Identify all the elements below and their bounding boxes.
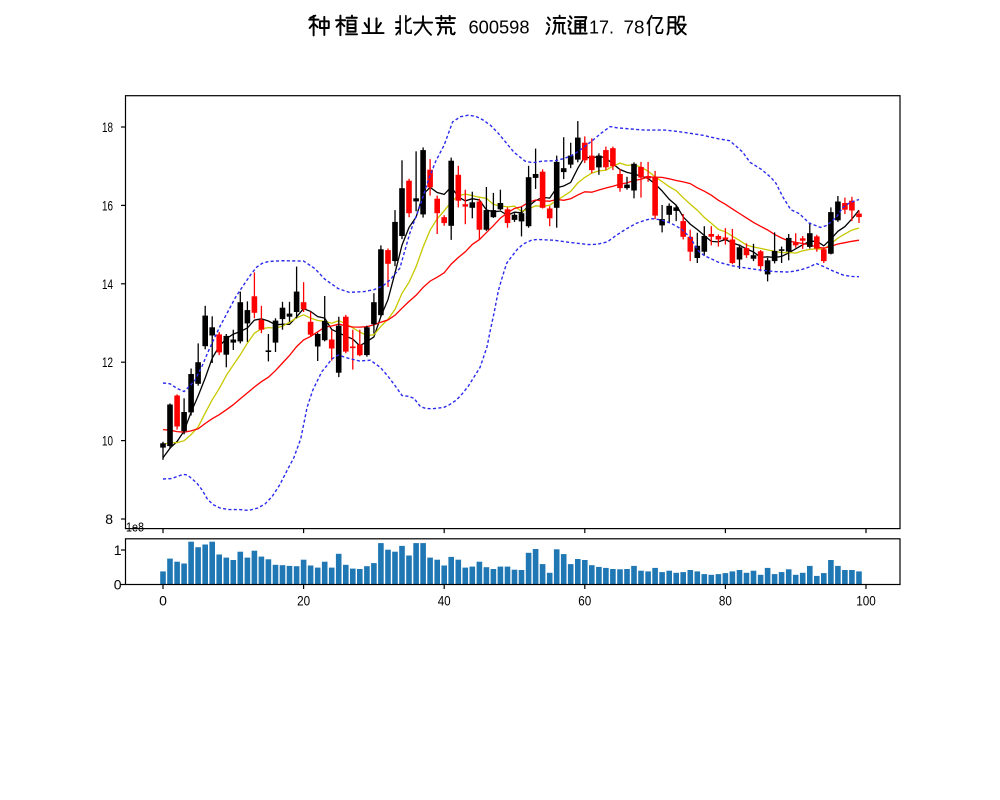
svg-text:80: 80 [719,593,732,609]
svg-text:12: 12 [102,354,113,370]
svg-text:100: 100 [856,593,876,609]
svg-text:10: 10 [102,433,113,449]
svg-text:1: 1 [114,542,122,558]
svg-text:16: 16 [102,197,113,213]
svg-text:20: 20 [297,593,310,609]
svg-text:18: 18 [102,119,113,135]
svg-text:8: 8 [105,511,113,527]
svg-text:0: 0 [159,593,167,609]
svg-text:600598: 600598 [469,17,530,38]
svg-text:14: 14 [102,276,113,292]
svg-text:17.: 17. [589,17,614,38]
svg-text:40: 40 [438,593,451,609]
svg-text:78: 78 [624,17,645,38]
svg-text:60: 60 [578,593,591,609]
svg-text:1e8: 1e8 [126,520,144,535]
svg-text:0: 0 [114,577,122,593]
